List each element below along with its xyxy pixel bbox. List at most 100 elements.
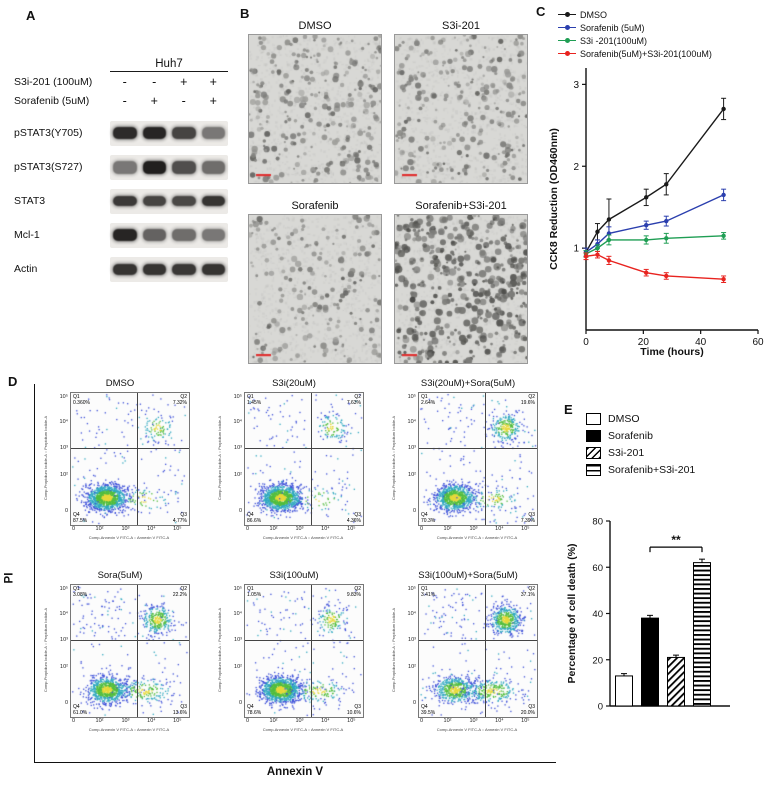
y-tick-label: 10³ bbox=[60, 445, 68, 452]
flow-scatter bbox=[71, 393, 189, 525]
legend-label: Sorafenib(5uM)+S3i-201(100uM) bbox=[580, 48, 712, 59]
svg-text:0: 0 bbox=[583, 337, 589, 348]
flow-plot: S3i(20uM)+Sora(5uM) Q1 2.64% Q2 19.6% Q3 7.… bbox=[388, 378, 548, 564]
svg-text:3: 3 bbox=[573, 80, 579, 91]
quadrant-label: Q4 70.3% bbox=[421, 512, 436, 524]
panel-d-label: D bbox=[8, 374, 18, 389]
quadrant-hline bbox=[419, 640, 537, 642]
y-tick-label: 10⁴ bbox=[59, 610, 68, 617]
x-tick-label: 10⁵ bbox=[173, 718, 182, 724]
x-tick-label: 10³ bbox=[295, 718, 304, 724]
legend-swatch bbox=[586, 446, 601, 459]
y-tick-label: 10⁴ bbox=[59, 418, 68, 425]
flow-x-caption: Comp-Annexin V FITC-A :: Annexin V FITC-… bbox=[88, 727, 170, 732]
legend-label: S3i-201 bbox=[608, 446, 645, 459]
protein-band bbox=[172, 127, 196, 139]
y-tick-label: 10² bbox=[408, 471, 416, 478]
panel-a-western-blot: A Huh7 S3i-201 (100uM) - - + + Sorafenib… bbox=[12, 6, 238, 356]
legend-item: DMSO bbox=[586, 410, 695, 427]
legend-item: Sorafenib+S3i-201 bbox=[586, 461, 695, 478]
protein-band bbox=[172, 160, 196, 174]
x-tick-label: 10⁴ bbox=[495, 526, 504, 532]
legend-label: Sorafenib+S3i-201 bbox=[608, 463, 696, 476]
flow-plot-area: Q1 3.08% Q2 22.2% Q3 13.6% Q4 61.0% bbox=[70, 584, 190, 718]
flow-plot-area: Q1 2.64% Q2 19.6% Q3 7.39% Q4 70.3% bbox=[418, 392, 538, 526]
quadrant-label: Q1 0.360% bbox=[73, 394, 90, 406]
svg-text:Percentage of cell death (%): Percentage of cell death (%) bbox=[566, 543, 578, 683]
legend-marker bbox=[558, 11, 576, 19]
y-tick-label: 10² bbox=[408, 663, 416, 670]
micrograph-title: Sorafenib+S3i-201 bbox=[415, 200, 507, 212]
protein-band bbox=[201, 160, 225, 174]
quadrant-label: Q3 13.6% bbox=[172, 704, 187, 716]
blot-rows: pSTAT3(Y705) pSTAT3(S727) STAT3 Mcl-1 Actin bbox=[14, 116, 232, 286]
flow-plot-title: S3i(100uM)+Sora(5uM) bbox=[418, 570, 518, 581]
legend-dot bbox=[564, 50, 570, 56]
protein-band bbox=[142, 263, 166, 275]
legend-label: Sorafenib bbox=[608, 429, 653, 442]
protein-band bbox=[113, 160, 137, 174]
flow-y-caption: Comp-Propidium Iodide-A :: Propidium Iod… bbox=[391, 415, 396, 501]
y-tick-label: 10⁵ bbox=[233, 585, 242, 592]
x-tick-label: 0 bbox=[246, 526, 250, 532]
quadrant-label: Q3 20.0% bbox=[520, 704, 535, 716]
x-tick-label: 10⁴ bbox=[321, 526, 330, 532]
blot-label: STAT3 bbox=[14, 195, 46, 207]
x-tick-label: 10³ bbox=[295, 526, 304, 532]
legend-dot bbox=[564, 11, 570, 17]
svg-text:Time (hours): Time (hours) bbox=[640, 346, 703, 358]
flow-x-caption: Comp-Annexin V FITC-A :: Annexin V FITC-… bbox=[88, 535, 170, 540]
x-tick-label: 10⁵ bbox=[521, 526, 530, 532]
legend-item: DMSO bbox=[558, 8, 712, 21]
flow-y-caption: Comp-Propidium Iodide-A :: Propidium Iod… bbox=[391, 607, 396, 693]
svg-text:0: 0 bbox=[598, 702, 603, 713]
cell-line-header: Huh7 bbox=[14, 52, 232, 72]
lane-mark: + bbox=[180, 74, 188, 89]
svg-text:80: 80 bbox=[592, 517, 603, 528]
legend-swatch bbox=[586, 429, 601, 442]
quadrant-label: Q3 4.36% bbox=[346, 512, 361, 524]
blot-row: pSTAT3(Y705) bbox=[14, 116, 232, 150]
cck8-line-chart: 1 2 3 0 20 40 60 Time (hours) CCK8 Reduction (OD… bbox=[548, 68, 764, 358]
lane-mark: - bbox=[152, 74, 157, 89]
x-tick-label: 10² bbox=[95, 718, 104, 724]
x-tick-label: 10² bbox=[269, 718, 278, 724]
panel-a-label: A bbox=[26, 8, 36, 23]
protein-band bbox=[142, 196, 166, 206]
flow-plot-area: Q1 3.41% Q2 37.1% Q3 20.0% Q4 39.5% bbox=[418, 584, 538, 718]
legend-item: Sorafenib (5uM) bbox=[558, 21, 712, 34]
quadrant-label: Q1 1.45% bbox=[247, 394, 262, 406]
quadrant-label: Q3 10.6% bbox=[346, 704, 361, 716]
quadrant-label: Q1 2.64% bbox=[421, 394, 436, 406]
x-tick-label: 10⁵ bbox=[173, 526, 182, 532]
panel-e-bar-chart: E DMSO Sorafenib S3i-201 Sorafenib+S3i-201 … bbox=[562, 396, 770, 752]
x-tick-label: 0 bbox=[420, 526, 424, 532]
y-tick-label: 10⁵ bbox=[407, 393, 416, 400]
blot-strip bbox=[110, 120, 228, 146]
quadrant-label: Q4 86.6% bbox=[247, 512, 262, 524]
micrograph-title: Sorafenib bbox=[291, 200, 339, 212]
micrograph-cell: S3i-201 bbox=[394, 20, 534, 184]
panel-c-growth-curve: C DMSO Sorafenib (5uM) S3i -201(100uM) Sora… bbox=[534, 4, 772, 372]
flow-plot: DMSO Q1 0.360% Q2 7.32% Q3 4.77% Q4 87.5% 10⁵… bbox=[40, 378, 200, 564]
flow-y-caption: Comp-Propidium Iodide-A :: Propidium Iod… bbox=[217, 415, 222, 501]
micrograph-cell: Sorafenib+S3i-201 bbox=[394, 200, 534, 364]
y-tick-label: 10³ bbox=[60, 637, 68, 644]
quadrant-vline bbox=[137, 585, 139, 717]
blot-row: pSTAT3(S727) bbox=[14, 150, 232, 184]
blot-strip bbox=[110, 256, 228, 282]
flow-x-caption: Comp-Annexin V FITC-A :: Annexin V FITC-… bbox=[262, 535, 344, 540]
x-tick-label: 10⁵ bbox=[521, 718, 530, 724]
flow-scatter bbox=[419, 393, 537, 525]
cell-line-label: Huh7 bbox=[110, 58, 228, 72]
flow-plot: Sora(5uM) Q1 3.08% Q2 22.2% Q3 13.6% Q4 61.0… bbox=[40, 570, 200, 756]
treatment-marks: - + - + bbox=[110, 94, 228, 108]
protein-band bbox=[172, 263, 196, 275]
y-tick-label: 10⁵ bbox=[59, 585, 68, 592]
lane-mark: + bbox=[209, 93, 217, 108]
quadrant-label: Q4 39.5% bbox=[421, 704, 436, 716]
protein-band bbox=[201, 229, 225, 241]
y-tick-label: 10³ bbox=[234, 637, 242, 644]
legend-dot bbox=[564, 24, 570, 30]
x-tick-label: 10² bbox=[443, 526, 452, 532]
